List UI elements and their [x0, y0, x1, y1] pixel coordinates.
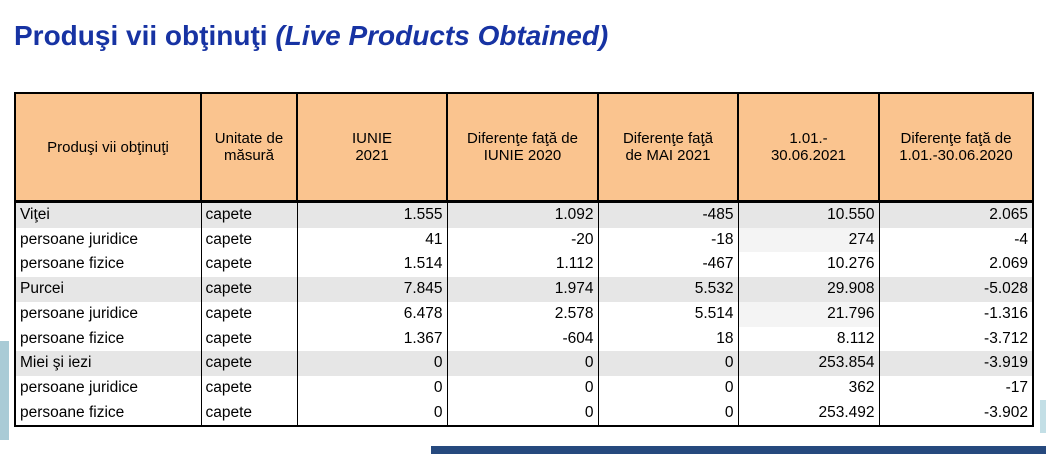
table-row: persoane juridice capete 41 -20 -18 274 …: [14, 227, 1034, 253]
column-header-period-2021: 1.01.- 30.06.2021: [737, 92, 880, 203]
table-cell: 10.550: [737, 199, 880, 228]
table-row: persoane juridice capete 6.478 2.578 5.5…: [14, 301, 1034, 327]
table-cell: 5.514: [597, 301, 739, 327]
table-cell: 0: [446, 351, 599, 376]
table-cell: persoane fizice: [14, 326, 202, 352]
left-accent-bar: [0, 341, 9, 440]
live-products-table: Produşi vii obţinuţi Unitate de măsură I…: [14, 92, 1034, 428]
table-cell: 274: [737, 227, 880, 253]
table-cell: capete: [200, 351, 298, 376]
column-header-diff-may-2021: Diferenţe faţă de MAI 2021: [597, 92, 739, 203]
table-cell: 1.514: [296, 252, 448, 278]
table-row: persoane fizice capete 1.367 -604 18 8.1…: [14, 326, 1034, 352]
page-title-english: (Live Products Obtained): [275, 20, 609, 51]
table-cell: 7.845: [296, 277, 448, 302]
table-cell: -17: [878, 375, 1034, 401]
table-cell: -1.316: [878, 301, 1034, 327]
table-cell: -18: [597, 227, 739, 253]
table-row: persoane fizice capete 0 0 0 253.492 -3.…: [14, 400, 1034, 428]
table-cell: 2.065: [878, 199, 1034, 228]
table-row: persoane fizice capete 1.514 1.112 -467 …: [14, 252, 1034, 278]
table-cell: 10.276: [737, 252, 880, 278]
table-cell: capete: [200, 199, 298, 228]
table-cell: 1.112: [446, 252, 599, 278]
table-cell: 18: [597, 326, 739, 352]
table-cell: 6.478: [296, 301, 448, 327]
table-row: persoane juridice capete 0 0 0 362 -17: [14, 375, 1034, 401]
table-row: Viţei capete 1.555 1.092 -485 10.550 2.0…: [14, 199, 1034, 228]
table-cell: 362: [737, 375, 880, 401]
table-cell: 253.854: [737, 351, 880, 376]
column-header-unit: Unitate de măsură: [200, 92, 298, 203]
table-cell: -3.919: [878, 351, 1034, 376]
table-row: Purcei capete 7.845 1.974 5.532 29.908 -…: [14, 277, 1034, 302]
table-cell: 1.555: [296, 199, 448, 228]
table-cell: 0: [597, 400, 739, 428]
column-header-diff-period-2020: Diferenţe faţă de 1.01.-30.06.2020: [878, 92, 1034, 203]
table-cell: 0: [296, 351, 448, 376]
header-row: Produşi vii obţinuţi Unitate de măsură I…: [14, 92, 1034, 203]
table-cell: 1.974: [446, 277, 599, 302]
table-cell: 253.492: [737, 400, 880, 428]
table-body: Viţei capete 1.555 1.092 -485 10.550 2.0…: [14, 199, 1034, 428]
bottom-accent-bar: [431, 446, 1046, 454]
right-accent-bar: [1040, 400, 1046, 433]
table-cell: 29.908: [737, 277, 880, 302]
table-cell: capete: [200, 375, 298, 401]
table-cell: Viţei: [14, 199, 202, 228]
table-cell: capete: [200, 301, 298, 327]
table-cell: -604: [446, 326, 599, 352]
table-cell: Miei şi iezi: [14, 351, 202, 376]
table-cell: -3.902: [878, 400, 1034, 428]
table-cell: persoane juridice: [14, 375, 202, 401]
table-cell: 0: [296, 400, 448, 428]
table-cell: capete: [200, 252, 298, 278]
table-row: Miei şi iezi capete 0 0 0 253.854 -3.919: [14, 351, 1034, 376]
column-header-june-2021: IUNIE 2021: [296, 92, 448, 203]
table-cell: 41: [296, 227, 448, 253]
table-cell: capete: [200, 400, 298, 428]
table-cell: -485: [597, 199, 739, 228]
table-cell: persoane fizice: [14, 252, 202, 278]
table-cell: -5.028: [878, 277, 1034, 302]
table-cell: 2.578: [446, 301, 599, 327]
table-cell: persoane juridice: [14, 227, 202, 253]
table-cell: capete: [200, 227, 298, 253]
table-cell: 0: [296, 375, 448, 401]
table-cell: -3.712: [878, 326, 1034, 352]
table-cell: -20: [446, 227, 599, 253]
table-cell: 0: [446, 375, 599, 401]
table-cell: capete: [200, 277, 298, 302]
column-header-product: Produşi vii obţinuţi: [14, 92, 202, 203]
table-cell: 1.367: [296, 326, 448, 352]
table-cell: 1.092: [446, 199, 599, 228]
table-cell: 5.532: [597, 277, 739, 302]
table-cell: 8.112: [737, 326, 880, 352]
table-cell: persoane fizice: [14, 400, 202, 428]
page-title: Produşi vii obţinuţi (Live Products Obta…: [14, 20, 608, 52]
table-cell: capete: [200, 326, 298, 352]
table-cell: -4: [878, 227, 1034, 253]
table-cell: Purcei: [14, 277, 202, 302]
table-cell: -467: [597, 252, 739, 278]
table-header: Produşi vii obţinuţi Unitate de măsură I…: [14, 92, 1034, 203]
page-title-romanian: Produşi vii obţinuţi: [14, 20, 268, 51]
column-header-diff-june-2020: Diferenţe faţă de IUNIE 2020: [446, 92, 599, 203]
table-cell: 0: [446, 400, 599, 428]
table-cell: 21.796: [737, 301, 880, 327]
table-cell: 2.069: [878, 252, 1034, 278]
table-cell: persoane juridice: [14, 301, 202, 327]
table-cell: 0: [597, 375, 739, 401]
table-cell: 0: [597, 351, 739, 376]
